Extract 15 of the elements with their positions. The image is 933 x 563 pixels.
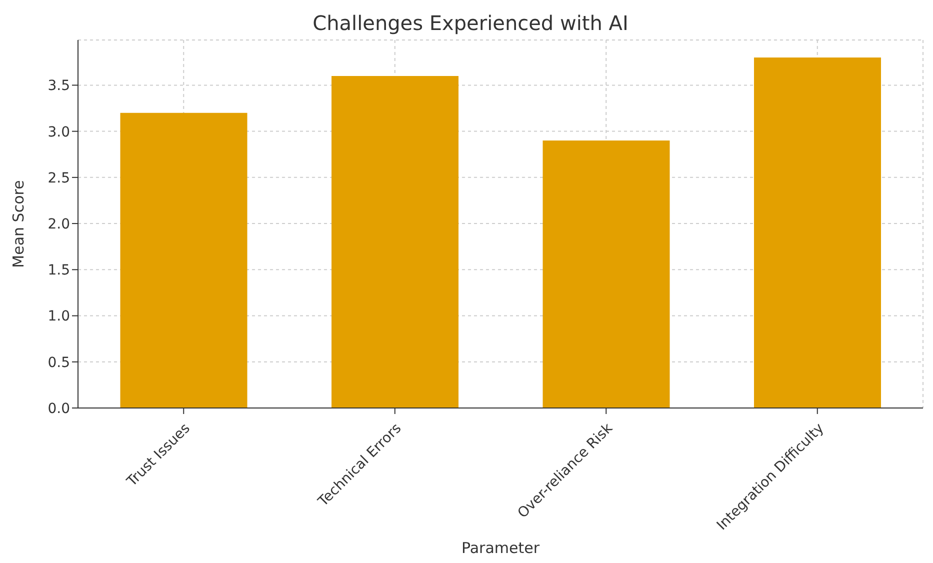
y-tick-label: 2.0 (48, 216, 70, 233)
bar (120, 112, 248, 408)
y-axis-title: Mean Score (9, 180, 28, 268)
y-tick-label: 0.5 (48, 354, 70, 371)
bar (542, 140, 670, 408)
bar (754, 58, 881, 408)
bar (332, 76, 458, 408)
y-tick-label: 2.5 (48, 170, 70, 186)
y-tick-label: 1.5 (48, 262, 70, 279)
y-tick-label: 0.0 (48, 400, 70, 417)
x-axis-title: Parameter (461, 539, 540, 557)
y-tick-label: 3.0 (48, 124, 70, 140)
chart-title: Challenges Experienced with AI (312, 10, 630, 37)
y-tick-label: 3.5 (48, 78, 70, 94)
y-tick-label: 1.0 (48, 308, 70, 325)
